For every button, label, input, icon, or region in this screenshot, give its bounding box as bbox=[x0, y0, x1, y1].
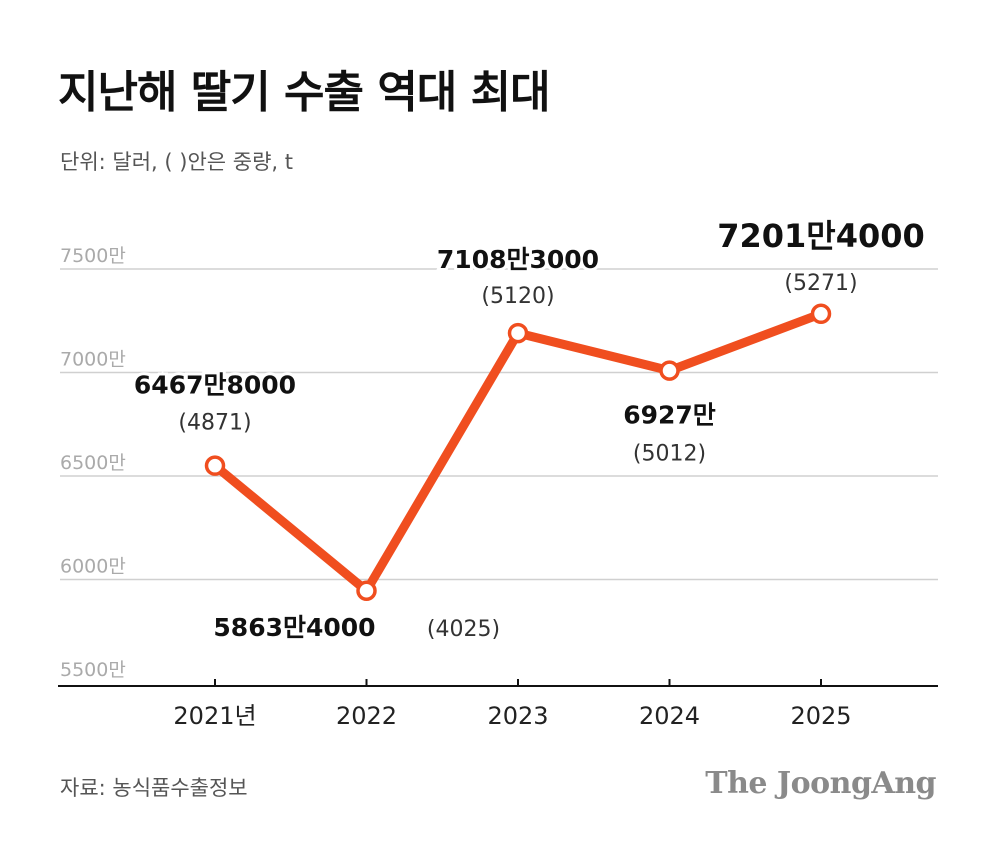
series-line-path bbox=[210, 309, 826, 596]
series-line bbox=[204, 303, 832, 602]
data-point-marker bbox=[204, 455, 226, 476]
data-labels: 6467만8000 (4871) 5863만4000 (4025) 7108만3000 (… bbox=[131, 213, 929, 645]
data-point-marker bbox=[659, 360, 680, 381]
x-tick-label: 2024 bbox=[639, 702, 700, 730]
unit-note: 단위: 달러, ( )안은 중량, t bbox=[60, 150, 293, 174]
data-value-label: 5863만4000 bbox=[213, 613, 375, 642]
data-weight-label: (5120) bbox=[481, 284, 554, 309]
x-tick-label: 2023 bbox=[487, 702, 548, 730]
data-value-label: 6927만 bbox=[623, 401, 716, 430]
data-weight-label: (4871) bbox=[178, 411, 251, 436]
y-tick-label: 7000만 bbox=[60, 349, 126, 371]
data-value-label: 7108만3000 bbox=[437, 245, 599, 274]
data-point-marker bbox=[356, 580, 377, 602]
data-point-marker bbox=[810, 303, 832, 325]
y-tick-label: 7500만 bbox=[60, 245, 126, 267]
y-tick-label: 6500만 bbox=[60, 452, 126, 474]
chart-title: 지난해 딸기 수출 역대 최대 bbox=[58, 67, 551, 118]
publisher-logo: The JoongAng bbox=[705, 766, 936, 801]
y-tick-label: 5500만 bbox=[60, 659, 126, 681]
grid-lines bbox=[60, 268, 938, 581]
data-weight-label: (5271) bbox=[784, 271, 857, 296]
y-tick-label: 6000만 bbox=[60, 556, 126, 578]
data-weight-label: (4025) bbox=[427, 617, 500, 642]
x-axis-ticks: 2021년 2022 2023 2024 2025 bbox=[173, 679, 852, 730]
x-tick-label: 2025 bbox=[790, 702, 851, 730]
data-weight-label: (5012) bbox=[633, 442, 706, 467]
x-tick-label: 2022 bbox=[336, 702, 397, 730]
x-tick-label: 2021년 bbox=[173, 702, 256, 730]
data-value-label: 6467만8000 bbox=[134, 371, 296, 400]
source-note: 자료: 농식품수출정보 bbox=[60, 776, 248, 800]
data-value-label: 7201만4000 bbox=[717, 217, 925, 255]
data-point-marker bbox=[507, 322, 529, 344]
y-axis-ticks: 7500만 7000만 6500만 6000만 5500만 bbox=[60, 245, 126, 681]
